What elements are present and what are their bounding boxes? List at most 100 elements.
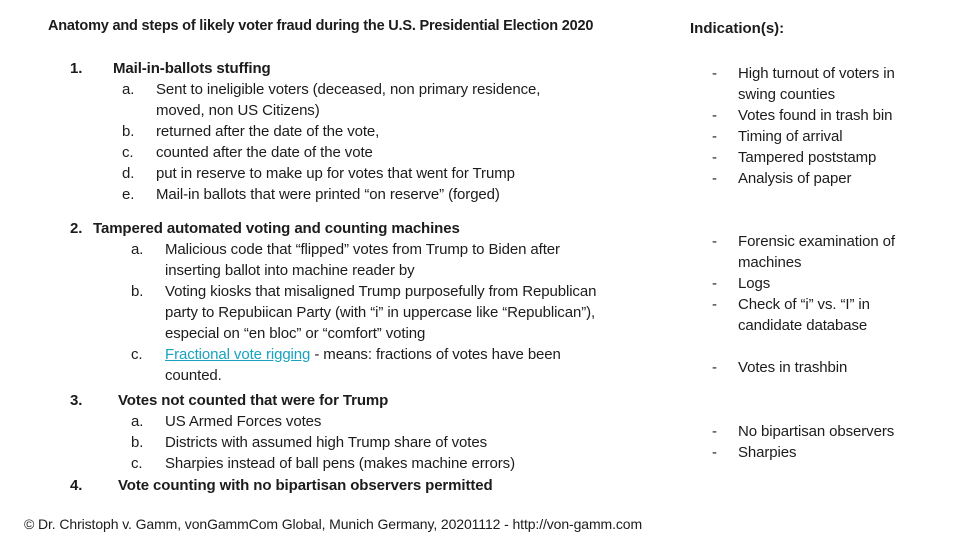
text-span: candidate database (738, 317, 868, 334)
subitem-text: Sent to ineligible voters (deceased, non… (156, 79, 540, 121)
subitem-text: Districts with assumed high Trump share … (165, 432, 487, 453)
outline-subitem: a. US Armed Forces votes (70, 411, 690, 432)
dash-bullet: - (712, 65, 717, 82)
indication-item: - Forensic examination of machines (690, 231, 958, 273)
subitem-text: US Armed Forces votes (165, 411, 321, 432)
dash-bullet: - (712, 444, 717, 461)
text-span: Sharpies instead of ball pens (makes mac… (165, 455, 515, 472)
text-line: Logs (738, 273, 770, 294)
text-span: party to Repubiican Party (with “i” in u… (165, 304, 596, 321)
indication-text: No bipartisan observers (738, 421, 894, 442)
text-span: Votes found in trash bin (738, 107, 893, 124)
text-line: especial on “en bloc” or “comfort” votin… (165, 323, 596, 344)
outline-subitem: e. Mail-in ballots that were printed “on … (70, 184, 690, 205)
outline-list: 1. Mail-in-ballots stuffing a. Sent to inel… (70, 58, 690, 496)
subitem-letter: a. (122, 81, 135, 98)
text-span: Malicious code that “flipped” votes from… (165, 241, 560, 258)
outline-section: 4. Vote counting with no bipartisan obser… (70, 475, 690, 496)
text-span: returned after the date of the vote, (156, 123, 380, 140)
indication-text: Tampered poststamp (738, 147, 876, 168)
dash-bullet: - (712, 423, 717, 440)
text-span: counted. (165, 367, 222, 384)
indication-text: Analysis of paper (738, 168, 851, 189)
text-line: High turnout of voters in (738, 63, 895, 84)
outline-subitem: d. put in reserve to make up for votes th… (70, 163, 690, 184)
text-span: High turnout of voters in (738, 65, 895, 82)
outline-section: 2. Tampered automated voting and counting… (70, 218, 690, 386)
section-header: 4. Vote counting with no bipartisan obser… (70, 475, 690, 496)
subitem-text: Sharpies instead of ball pens (makes mac… (165, 453, 515, 474)
section-header: 3. Votes not counted that were for Trump (70, 390, 690, 411)
text-line: swing counties (738, 84, 895, 105)
subitem-letter: c. (131, 455, 143, 472)
fractional-vote-rigging-link[interactable]: Fractional vote rigging (165, 346, 311, 363)
text-span: Forensic examination of (738, 233, 895, 250)
subitem-letter: e. (122, 186, 135, 203)
text-line: Fractional vote rigging - means: fractio… (165, 344, 561, 365)
subitem-text: returned after the date of the vote, (156, 121, 379, 142)
text-line: moved, non US Citizens) (156, 100, 540, 121)
dash-bullet: - (712, 359, 717, 376)
subitem-letter: d. (122, 165, 135, 182)
section-title: Tampered automated voting and counting m… (93, 220, 460, 237)
subitem-text: Voting kiosks that misaligned Trump purp… (165, 281, 596, 344)
subitem-text: Mail-in ballots that were printed “on re… (156, 184, 500, 205)
text-line: Mail-in ballots that were printed “on re… (156, 184, 500, 205)
indication-item: - No bipartisan observers (690, 421, 958, 442)
dash-bullet: - (712, 233, 717, 250)
text-span: put in reserve to make up for votes that… (156, 165, 515, 182)
text-span: Timing of arrival (738, 128, 843, 145)
outline-subitem: a. Malicious code that “flipped” votes fr… (70, 239, 690, 281)
outline-subitem: b. returned after the date of the vote, (70, 121, 690, 142)
outline-section: 1. Mail-in-ballots stuffing a. Sent to inel… (70, 58, 690, 205)
text-line: returned after the date of the vote, (156, 121, 379, 142)
outline-subitem: c. counted after the date of the vote (70, 142, 690, 163)
indication-item: - Analysis of paper (690, 168, 958, 189)
subitem-text: put in reserve to make up for votes that… (156, 163, 515, 184)
section-header: 1. Mail-in-ballots stuffing (70, 58, 690, 79)
text-line: counted. (165, 365, 561, 386)
text-line: Check of “i” vs. “I” in (738, 294, 870, 315)
text-line: Timing of arrival (738, 126, 843, 147)
text-line: Districts with assumed high Trump share … (165, 432, 487, 453)
indication-text: Sharpies (738, 442, 797, 463)
text-line: put in reserve to make up for votes that… (156, 163, 515, 184)
text-span: US Armed Forces votes (165, 413, 322, 430)
indications-panel: Indication(s): - High turnout of voters i… (690, 0, 958, 540)
dash-bullet: - (712, 128, 717, 145)
indication-text: Votes in trashbin (738, 357, 847, 378)
indication-item: - Timing of arrival (690, 126, 958, 147)
section-number: 4. (70, 477, 83, 494)
text-line: inserting ballot into machine reader by (165, 260, 560, 281)
subitem-letter: b. (131, 283, 144, 300)
text-span: Votes in trashbin (738, 359, 848, 376)
text-line: US Armed Forces votes (165, 411, 321, 432)
indication-text: Check of “i” vs. “I” in candidate databas… (738, 294, 870, 336)
text-span: Tampered poststamp (738, 149, 877, 166)
footer-credit: © Dr. Christoph v. Gamm, vonGammCom Glob… (24, 516, 643, 532)
text-line: Tampered poststamp (738, 147, 876, 168)
text-span: Sent to ineligible voters (deceased, non… (156, 81, 541, 98)
text-span: No bipartisan observers (738, 423, 895, 440)
text-line: No bipartisan observers (738, 421, 894, 442)
outline-subitem: b. Voting kiosks that misaligned Trump pu… (70, 281, 690, 344)
text-span: swing counties (738, 86, 835, 103)
text-line: Malicious code that “flipped” votes from… (165, 239, 560, 260)
text-span: moved, non US Citizens) (156, 102, 320, 119)
dash-bullet: - (712, 149, 717, 166)
text-line: Votes found in trash bin (738, 105, 892, 126)
section-title: Vote counting with no bipartisan observe… (118, 477, 493, 494)
text-span: Logs (738, 275, 771, 292)
section-number: 3. (70, 392, 83, 409)
outline-subitem: b. Districts with assumed high Trump shar… (70, 432, 690, 453)
indication-text: Logs (738, 273, 770, 294)
section-number: 1. (70, 60, 83, 77)
subitem-letter: b. (131, 434, 144, 451)
text-line: Analysis of paper (738, 168, 851, 189)
subitem-letter: c. (131, 346, 143, 363)
subitem-letter: b. (122, 123, 135, 140)
indication-item: - Votes found in trash bin (690, 105, 958, 126)
text-span: machines (738, 254, 802, 271)
text-line: Sharpies (738, 442, 797, 463)
page-title: Anatomy and steps of likely voter fraud … (48, 18, 594, 34)
